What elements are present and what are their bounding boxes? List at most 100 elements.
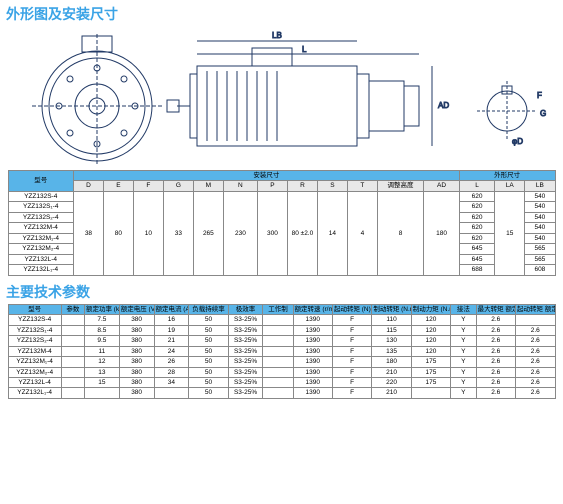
spec-col-header: 起动转矩 (N) bbox=[332, 304, 371, 314]
section-title-specs: 主要技术参数 bbox=[6, 282, 563, 302]
dim-cell: 4 bbox=[347, 191, 377, 275]
spec-cell: 9.5 bbox=[84, 336, 119, 346]
spec-cell: 175 bbox=[411, 357, 450, 367]
dim-group-install: 安装尺寸 bbox=[73, 171, 459, 181]
table-row: YZZ132S₂-49.53802150S3-25%1390F130120Y2.… bbox=[8, 336, 555, 346]
spec-cell: YZZ132L-4 bbox=[8, 377, 61, 387]
spec-col-header: 最大转矩 额定转矩 bbox=[476, 304, 515, 314]
table-row: YZZ132M-4113802450S3-25%1390F135120Y2.62… bbox=[8, 346, 555, 356]
dim-cell: 15 bbox=[495, 191, 525, 275]
spec-cell: 19 bbox=[154, 325, 189, 335]
table-row: YZZ132L-4153803450S3-25%1390F220175Y2.62… bbox=[8, 377, 555, 387]
spec-cell: 110 bbox=[372, 315, 411, 325]
spec-cell bbox=[515, 315, 555, 325]
spec-col-header: 接法 bbox=[451, 304, 476, 314]
spec-col-header: 负载持续率 bbox=[189, 304, 228, 314]
svg-text:LB: LB bbox=[272, 31, 282, 40]
spec-cell: Y bbox=[451, 325, 476, 335]
table-row: YZZ132M₂-4133802850S3-25%1390F210175Y2.6… bbox=[8, 367, 555, 377]
table-row: YZZ132S-43880103326523030080 ±2.01448180… bbox=[8, 191, 555, 201]
spec-cell: S3-25% bbox=[228, 315, 263, 325]
spec-col-header: 起动转矩 额定转矩 bbox=[515, 304, 555, 314]
dim-cell: 620 bbox=[459, 191, 494, 201]
spec-cell: 21 bbox=[154, 336, 189, 346]
spec-cell bbox=[61, 377, 84, 387]
dim-cell: 540 bbox=[525, 233, 555, 243]
dim-cell: 180 bbox=[424, 191, 460, 275]
spec-col-header: 极效率 bbox=[228, 304, 263, 314]
spec-cell bbox=[411, 388, 450, 398]
spec-col-header: 型号 bbox=[8, 304, 61, 314]
spec-cell: 220 bbox=[372, 377, 411, 387]
spec-cell: 24 bbox=[154, 346, 189, 356]
spec-cell: 1390 bbox=[293, 336, 332, 346]
spec-cell: 50 bbox=[189, 325, 228, 335]
dim-cell: 540 bbox=[525, 202, 555, 212]
spec-cell: F bbox=[332, 357, 371, 367]
spec-cell: Y bbox=[451, 357, 476, 367]
dim-cell: YZZ132S-4 bbox=[8, 191, 73, 201]
spec-cell: 50 bbox=[189, 377, 228, 387]
spec-cell: S3-25% bbox=[228, 325, 263, 335]
spec-cell: 2.6 bbox=[515, 367, 555, 377]
spec-cell bbox=[61, 325, 84, 335]
spec-cell: 50 bbox=[189, 336, 228, 346]
spec-cell: YZZ132S₂-4 bbox=[8, 336, 61, 346]
dim-cell: 620 bbox=[459, 233, 494, 243]
spec-cell: 380 bbox=[119, 388, 154, 398]
dim-col-header: R bbox=[287, 181, 317, 191]
spec-cell: 210 bbox=[372, 388, 411, 398]
svg-text:φD: φD bbox=[512, 137, 523, 146]
spec-cell: 2.6 bbox=[476, 388, 515, 398]
spec-cell: 13 bbox=[84, 367, 119, 377]
spec-cell: S3-25% bbox=[228, 367, 263, 377]
spec-cell bbox=[263, 357, 293, 367]
spec-cell: 210 bbox=[372, 367, 411, 377]
spec-cell: S3-25% bbox=[228, 377, 263, 387]
spec-cell: 2.6 bbox=[476, 357, 515, 367]
spec-cell: 175 bbox=[411, 377, 450, 387]
spec-cell: 15 bbox=[84, 377, 119, 387]
spec-cell: 135 bbox=[372, 346, 411, 356]
dim-cell: YZZ132S₂-4 bbox=[8, 212, 73, 222]
spec-cell bbox=[61, 346, 84, 356]
spec-cell: YZZ132S₁-4 bbox=[8, 325, 61, 335]
spec-cell: 1390 bbox=[293, 315, 332, 325]
dim-col-header: F bbox=[133, 181, 163, 191]
dim-cell: 620 bbox=[459, 212, 494, 222]
spec-cell bbox=[61, 357, 84, 367]
spec-cell: 2.6 bbox=[515, 377, 555, 387]
spec-cell: 12 bbox=[84, 357, 119, 367]
dim-cell: 10 bbox=[133, 191, 163, 275]
spec-cell bbox=[263, 346, 293, 356]
dim-cell: 265 bbox=[193, 191, 223, 275]
spec-cell bbox=[263, 325, 293, 335]
dim-col-header: P bbox=[257, 181, 287, 191]
dim-cell: YZZ132M-4 bbox=[8, 223, 73, 233]
spec-cell: 2.6 bbox=[515, 388, 555, 398]
spec-cell: 1390 bbox=[293, 377, 332, 387]
dim-cell: 565 bbox=[525, 254, 555, 264]
dim-col-header: G bbox=[163, 181, 193, 191]
dim-cell: YZZ132M₂-4 bbox=[8, 244, 73, 254]
table-row: YZZ132M₁-4123802650S3-25%1390F180175Y2.6… bbox=[8, 357, 555, 367]
dim-cell: 14 bbox=[317, 191, 347, 275]
spec-cell: 380 bbox=[119, 377, 154, 387]
dim-cell: 620 bbox=[459, 223, 494, 233]
dim-cell: YZZ132M₁-4 bbox=[8, 233, 73, 243]
spec-cell: 380 bbox=[119, 367, 154, 377]
dim-cell: 300 bbox=[257, 191, 287, 275]
dim-cell: 38 bbox=[73, 191, 103, 275]
svg-text:L: L bbox=[302, 45, 307, 54]
motor-diagram: LB L AD F G φD bbox=[12, 26, 552, 166]
spec-cell: 2.6 bbox=[515, 346, 555, 356]
dim-cell: YZZ132L-4 bbox=[8, 254, 73, 264]
spec-cell bbox=[263, 377, 293, 387]
dim-cell: 645 bbox=[459, 244, 494, 254]
specs-table: 型号参数额定功率 (kW)额定电压 (V)额定电流 (A)负载持续率极效率工作制… bbox=[8, 304, 556, 399]
spec-cell: 120 bbox=[411, 336, 450, 346]
dim-col-header: D bbox=[73, 181, 103, 191]
spec-cell: 380 bbox=[119, 346, 154, 356]
spec-cell: 120 bbox=[411, 315, 450, 325]
dim-cell: YZZ132L₁-4 bbox=[8, 265, 73, 275]
